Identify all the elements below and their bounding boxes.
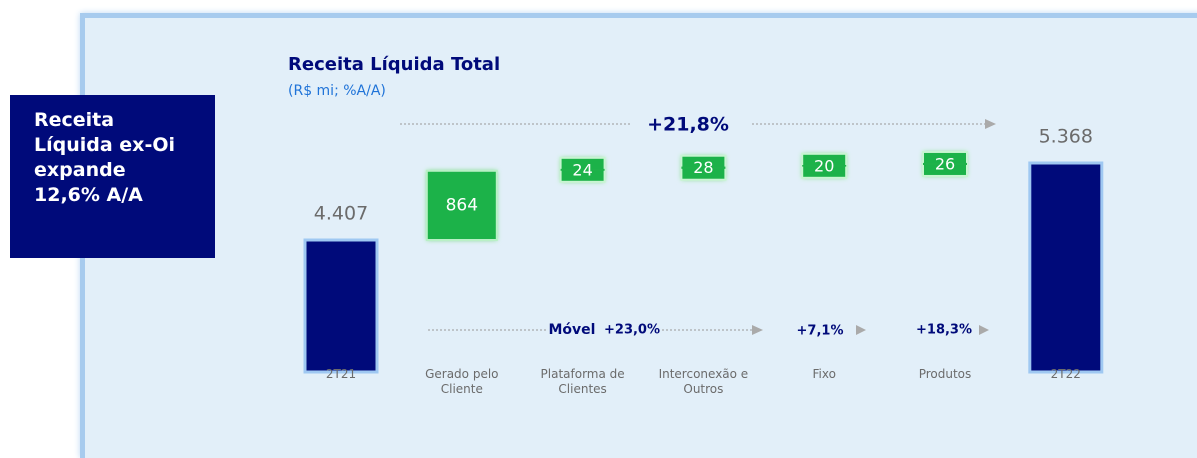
value-label: 5.368	[1039, 126, 1093, 148]
x-tick-label: 2T21	[325, 367, 357, 381]
sidebar-box: Receita Líquida ex-Oi expande 12,6% A/A	[10, 95, 215, 258]
value-label: 4.407	[314, 203, 368, 225]
growth-arrows	[400, 123, 985, 331]
total-growth: +21,8%	[647, 114, 729, 136]
total-bar	[303, 238, 379, 374]
x-tick-label: Plataforma de Clientes	[540, 367, 625, 396]
x-tick-label: Gerado pelo Cliente	[425, 367, 499, 396]
value-label: 28	[693, 158, 713, 177]
mobile-growth: +23,0%	[604, 323, 660, 338]
total-bar	[1028, 161, 1104, 374]
increase-bar	[923, 162, 967, 166]
x-tick-label: 2T22	[1050, 367, 1081, 381]
x-tick-label: Fixo	[812, 367, 836, 381]
fixed-growth: +7,1%	[797, 324, 844, 339]
value-label: 26	[935, 154, 955, 173]
increase-bar	[425, 169, 498, 241]
increase-bar	[681, 166, 726, 169]
mobile-label: Móvel	[549, 322, 596, 338]
products-growth: +18,3%	[916, 323, 972, 338]
arrow-heads	[752, 119, 996, 335]
value-label: 864	[446, 195, 478, 215]
chart-subtitle: (R$ mi; %A/A)	[288, 83, 386, 99]
increase-bar	[802, 165, 847, 167]
panel	[80, 13, 1197, 458]
value-label: 20	[814, 156, 834, 175]
increase-bar	[560, 168, 605, 171]
value-label: 24	[572, 160, 592, 179]
chart-title: Receita Líquida Total	[288, 54, 500, 75]
sidebar-text: Receita Líquida ex-Oi expande 12,6% A/A	[34, 109, 175, 206]
x-tick-label: Interconexão e Outros	[658, 367, 749, 396]
x-tick-label: Produtos	[918, 367, 972, 381]
page: Receita Líquida ex-Oi expande 12,6% A/A …	[10, 13, 1197, 458]
chart: Receita Líquida Total (R$ mi; %A/A) +21,…	[288, 54, 1104, 374]
